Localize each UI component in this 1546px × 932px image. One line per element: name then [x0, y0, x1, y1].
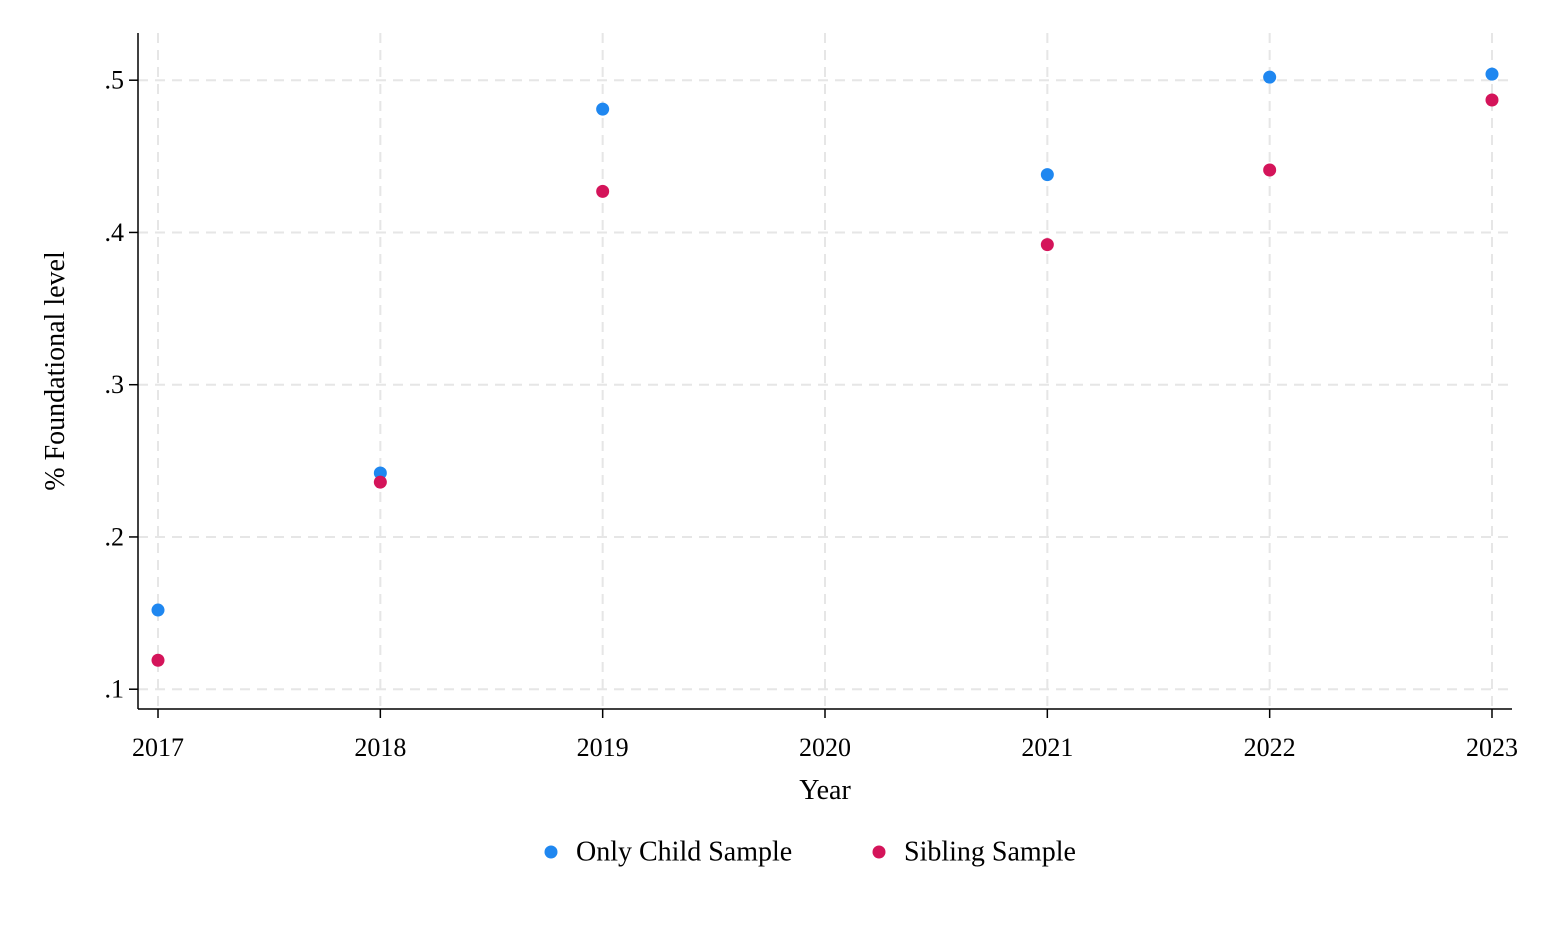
- x-tick-label: 2021: [1021, 733, 1073, 762]
- data-point-series-2: [1485, 93, 1499, 107]
- data-point-series-1: [596, 102, 610, 116]
- axis-labels: Year % Foundational level: [40, 251, 851, 806]
- data-point-series-2: [1263, 163, 1277, 177]
- data-point-series-2: [596, 184, 610, 198]
- y-tick-label: .3: [105, 370, 125, 399]
- data-point-series-2: [151, 653, 165, 667]
- legend-marker-series-1: [544, 845, 558, 859]
- y-tick-label: .5: [105, 66, 125, 95]
- data-point-series-2: [373, 475, 387, 489]
- y-axis-title: % Foundational level: [40, 251, 71, 491]
- y-tick-label: .1: [105, 675, 125, 704]
- data-point-series-1: [1263, 70, 1277, 84]
- data-point-series-1: [1040, 168, 1054, 182]
- legend-marker-series-2: [872, 845, 886, 859]
- x-axis-title: Year: [799, 775, 851, 806]
- x-tick-label: 2020: [799, 733, 851, 762]
- data-point-series-1: [151, 603, 165, 617]
- y-tick-label: .2: [105, 522, 125, 551]
- x-tick-label: 2019: [577, 733, 629, 762]
- y-tick-label: .4: [105, 218, 125, 247]
- data-points: [151, 67, 1499, 667]
- x-tick-label: 2023: [1466, 733, 1518, 762]
- legend: Only Child Sample Sibling Sample: [544, 837, 1076, 868]
- x-tick-label: 2017: [132, 733, 184, 762]
- grid-lines: [138, 33, 1512, 709]
- data-point-series-1: [373, 466, 387, 480]
- x-tick-label: 2018: [354, 733, 406, 762]
- legend-label-series-2: Sibling Sample: [904, 837, 1076, 868]
- legend-label-series-1: Only Child Sample: [576, 837, 792, 868]
- x-tick-label: 2022: [1244, 733, 1296, 762]
- data-point-series-2: [1040, 238, 1054, 252]
- axes: .1 .2 .3 .4 .5 2017 2018 2019 2020 2021 2022 2023: [105, 33, 1518, 762]
- data-point-series-1: [1485, 67, 1499, 81]
